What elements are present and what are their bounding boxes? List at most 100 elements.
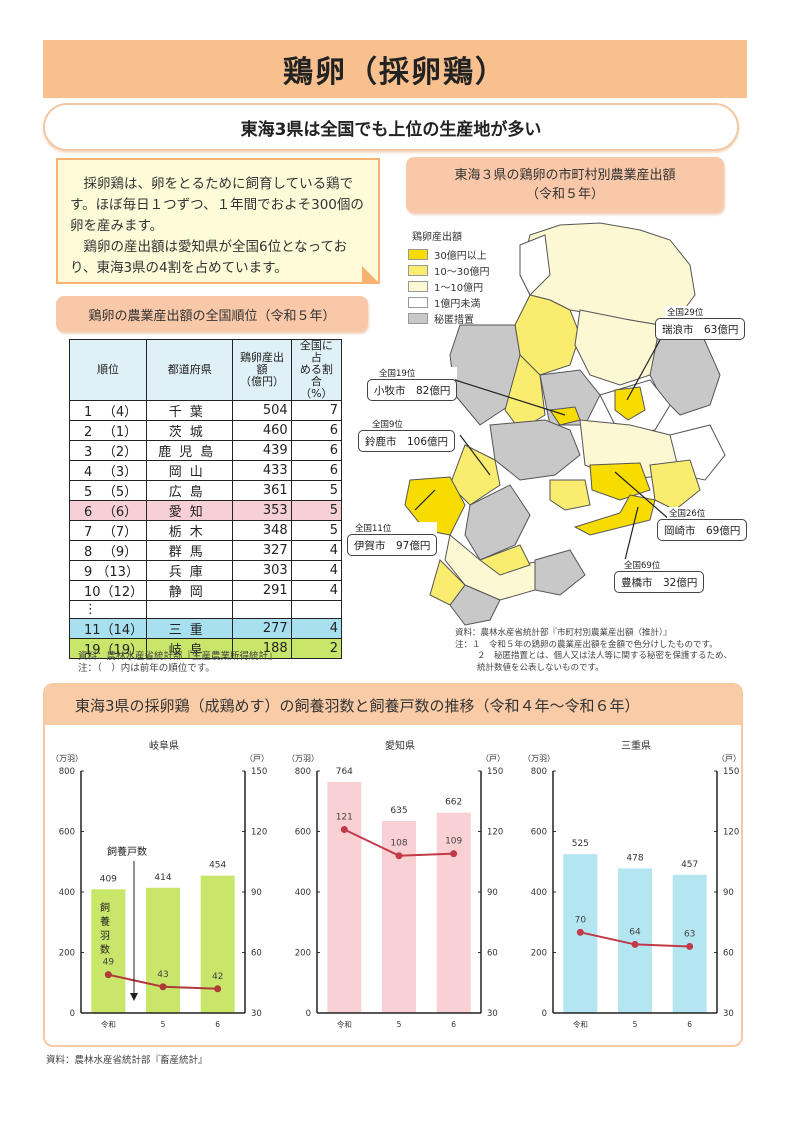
svg-text:5: 5 <box>633 1020 638 1029</box>
cell-value: 504 <box>232 400 292 421</box>
cell-pref: 広島 <box>146 480 234 501</box>
svg-text:70: 70 <box>575 915 587 925</box>
table-row: 1 （4） 千葉 504 7 <box>68 400 343 421</box>
ranking-table: 順位 都道府県 鶏卵産出額 （億円） 全国に占 める割合 （%） 1 （4） 千葉 504… <box>68 339 343 659</box>
legend-swatch-icon <box>408 248 428 260</box>
cell-share: 4 <box>290 540 343 561</box>
callout-iga: 全国11位 伊賀市 97億円 <box>347 522 438 556</box>
svg-text:数: 数 <box>100 943 110 956</box>
svg-text:（万羽）: （万羽） <box>51 754 83 763</box>
chart-gifu: 岐阜県 （万羽） （戸） 0 200 400 600 800 30 60 90 120 150 409 49… <box>49 731 279 1040</box>
svg-text:150: 150 <box>487 767 503 777</box>
cell-pref: 静岡 <box>146 580 234 601</box>
svg-text:478: 478 <box>626 853 643 863</box>
svg-text:0: 0 <box>306 1009 311 1019</box>
svg-text:457: 457 <box>681 860 698 870</box>
cell-share: 5 <box>290 500 343 521</box>
svg-text:60: 60 <box>487 949 498 959</box>
cell-value <box>232 600 292 619</box>
cell-pref: 群馬 <box>146 540 234 561</box>
svg-text:120: 120 <box>487 828 503 838</box>
callout-komaki: 全国19位 小牧市 82億円 <box>367 367 458 401</box>
svg-text:150: 150 <box>723 767 739 777</box>
table-header-row: 順位 都道府県 鶏卵産出額 （億円） 全国に占 める割合 （%） <box>68 339 343 401</box>
svg-text:60: 60 <box>251 949 262 959</box>
svg-text:600: 600 <box>59 828 75 838</box>
legend-swatch-icon <box>408 296 428 308</box>
cell-share: 6 <box>290 420 343 441</box>
svg-text:800: 800 <box>531 767 547 777</box>
svg-text:400: 400 <box>59 888 75 898</box>
trend-source: 資料：農林水産省統計部『畜産統計』 <box>46 1055 208 1066</box>
callout-mizunami: 全国29位 瑞浪市 63億円 <box>655 306 746 340</box>
cell-rank: 5 （5） <box>68 480 148 501</box>
table-row: 4 （3） 岡山 433 6 <box>68 460 343 481</box>
trend-panel: 東海3県の採卵鶏（成鶏めす）の飼養羽数と飼養戸数の推移（令和４年～令和６年） 岐… <box>43 683 743 1047</box>
municipal-map <box>404 222 726 626</box>
cell-share: 4 <box>290 560 343 581</box>
svg-text:120: 120 <box>251 828 267 838</box>
cell-rank: 3 （2） <box>68 440 148 461</box>
svg-text:6: 6 <box>687 1020 692 1029</box>
svg-text:30: 30 <box>487 1009 498 1019</box>
svg-text:5: 5 <box>161 1020 166 1029</box>
cell-value: 277 <box>232 618 292 639</box>
svg-text:64: 64 <box>629 927 641 937</box>
svg-text:4年: 4年 <box>574 1030 587 1031</box>
svg-text:600: 600 <box>531 828 547 838</box>
cell-rank: 2 （1） <box>68 420 148 441</box>
cell-pref: 茨城 <box>146 420 234 441</box>
svg-text:764: 764 <box>336 767 353 777</box>
intro-paragraph-2: 鶏卵の産出額は愛知県が全国6位となっており、東海3県の4割を占めています。 <box>70 239 348 276</box>
chart-aichi: 愛知県 （万羽） （戸） 0 200 400 600 800 30 60 90 120 150 764 12… <box>285 731 515 1040</box>
col-value: 鶏卵産出額 （億円） <box>232 339 292 401</box>
cell-share: 4 <box>290 580 343 601</box>
page-title: 鶏卵（採卵鶏） <box>283 55 507 90</box>
subtitle-banner: 東海3県は全国でも上位の生産地が多い <box>43 103 739 151</box>
svg-text:90: 90 <box>487 888 498 898</box>
svg-text:635: 635 <box>390 806 407 816</box>
table-row: 2 （1） 茨城 460 6 <box>68 420 343 441</box>
cell-pref: 栃木 <box>146 520 234 541</box>
table-row: 5 （5） 広島 361 5 <box>68 480 343 501</box>
svg-text:90: 90 <box>723 888 734 898</box>
svg-text:（戸）: （戸） <box>717 754 741 763</box>
cell-rank: 6 （6） <box>68 500 148 521</box>
table-row: 3 （2） 鹿児島 439 6 <box>68 440 343 461</box>
svg-text:108: 108 <box>390 839 407 849</box>
cell-rank: 10（12） <box>68 580 148 601</box>
callout-okazaki: 全国26位 岡崎市 69億円 <box>657 507 748 541</box>
legend-item: 秘匿措置 <box>408 310 489 326</box>
cell-rank: 19（19） <box>68 638 148 659</box>
cell-rank: 11（14） <box>68 618 148 639</box>
table-row: ⋮ <box>68 600 343 619</box>
legend-swatch-icon <box>408 312 428 324</box>
svg-text:（戸）: （戸） <box>245 754 269 763</box>
cell-value: 361 <box>232 480 292 501</box>
cell-pref: 千葉 <box>146 400 234 421</box>
svg-text:（戸）: （戸） <box>481 754 505 763</box>
svg-text:養: 養 <box>100 915 110 928</box>
cell-share: 2 <box>290 638 343 659</box>
svg-text:121: 121 <box>336 812 353 822</box>
cell-value: 348 <box>232 520 292 541</box>
map-section-label: 東海３県の鶏卵の市町村別農業産出額 （令和５年） <box>406 157 724 213</box>
svg-text:60: 60 <box>723 949 734 959</box>
cell-value: 327 <box>232 540 292 561</box>
svg-text:662: 662 <box>445 798 462 808</box>
cell-share: 6 <box>290 460 343 481</box>
table-row: 8 （9） 群馬 327 4 <box>68 540 343 561</box>
cell-pref: 三重 <box>146 618 234 639</box>
cell-value: 303 <box>232 560 292 581</box>
subtitle-text: 東海3県は全国でも上位の生産地が多い <box>240 119 542 140</box>
cell-share: 5 <box>290 480 343 501</box>
ranking-section-label: 鶏卵の農業産出額の全国順位（令和５年） <box>56 296 368 332</box>
cell-rank: 7 （7） <box>68 520 148 541</box>
svg-text:0: 0 <box>542 1009 547 1019</box>
col-prefecture: 都道府県 <box>146 339 234 401</box>
col-rank: 順位 <box>68 339 148 401</box>
trend-section-label: 東海3県の採卵鶏（成鶏めす）の飼養羽数と飼養戸数の推移（令和４年～令和６年） <box>45 685 741 725</box>
svg-text:4年: 4年 <box>102 1030 115 1031</box>
col-share: 全国に占 める割合 （%） <box>290 339 343 401</box>
callout-toyohashi: 全国69位 豊橋市 32億円 <box>614 559 705 593</box>
